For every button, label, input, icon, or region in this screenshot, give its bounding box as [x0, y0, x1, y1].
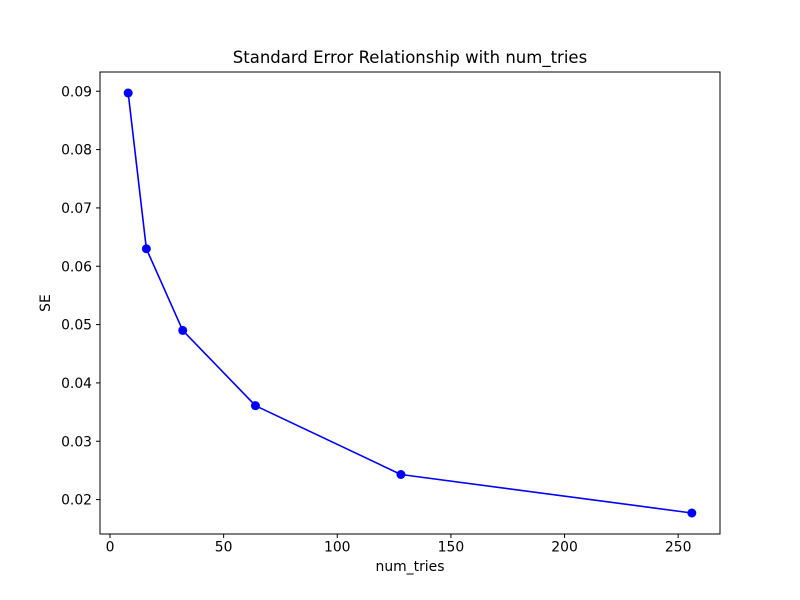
x-axis-label: num_tries: [376, 559, 445, 575]
y-tick-label: 0.02: [61, 493, 92, 509]
y-tick-label: 0.08: [61, 143, 92, 159]
data-point-marker: [141, 244, 151, 254]
x-tick-label: 100: [324, 540, 351, 556]
y-tick-label: 0.03: [61, 434, 92, 450]
x-tick-label: 150: [438, 540, 465, 556]
data-point-marker: [687, 508, 697, 518]
x-tick-label: 200: [551, 540, 578, 556]
axes-frame: [99, 71, 721, 535]
x-tick-label: 250: [665, 540, 692, 556]
x-tick-label: 0: [106, 540, 115, 556]
data-point-marker: [123, 88, 133, 98]
data-point-marker: [178, 325, 188, 335]
axes: 0 50 100 150 200 250 0.02 0.03 0.04 0.05 0.06 0.07 0…: [61, 71, 721, 556]
data-point-marker: [250, 401, 260, 411]
y-axis-label: SE: [38, 294, 54, 312]
y-tick-label: 0.04: [61, 376, 92, 392]
x-tick-label: 50: [215, 540, 233, 556]
se-line: [127, 92, 692, 514]
data-point-marker: [396, 470, 406, 479]
chart-title: Standard Error Relationship with num_tri…: [233, 48, 587, 68]
y-tick-label: 0.06: [61, 259, 92, 275]
y-tick-label: 0.09: [61, 84, 92, 100]
y-tick-label: 0.05: [61, 318, 92, 334]
y-tick-label: 0.07: [61, 201, 92, 217]
